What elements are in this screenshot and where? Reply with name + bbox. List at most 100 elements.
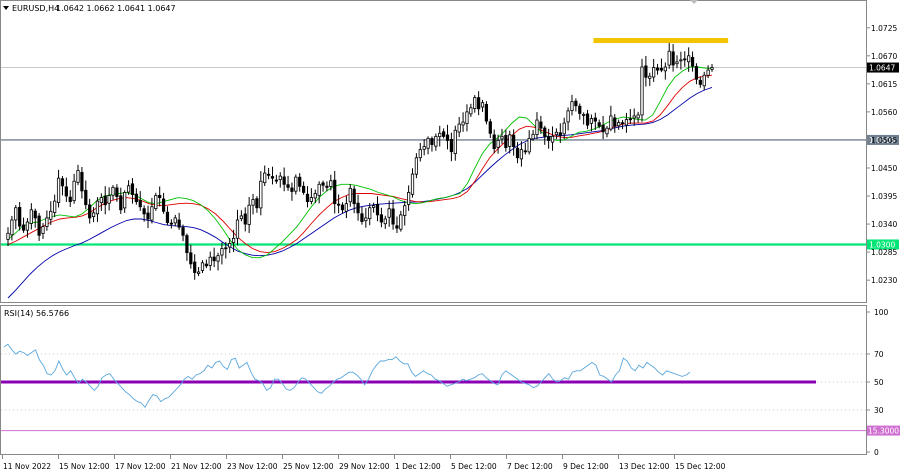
candle-bullish (554, 131, 559, 136)
candle-bullish (480, 102, 485, 108)
support-price-tag (867, 239, 899, 250)
candle-bullish (231, 237, 236, 244)
candle-bullish (465, 111, 469, 124)
candle-bullish (111, 186, 115, 196)
time-tick-label: 29 Nov 12:00 (339, 462, 390, 471)
candle-bullish (239, 215, 243, 220)
candle-bearish (597, 122, 601, 127)
time-tick-label: 23 Nov 12:00 (227, 462, 278, 471)
candle-bullish (648, 75, 652, 79)
candle-bullish (76, 170, 80, 183)
candle-bearish (547, 136, 551, 141)
candle-bearish (644, 65, 648, 78)
candle-bullish (49, 210, 53, 220)
candle-bearish (445, 134, 450, 141)
time-tick-label: 13 Dec 12:00 (619, 462, 670, 471)
candle-bearish (698, 79, 702, 85)
candle-bearish (613, 117, 617, 127)
candle-bearish (593, 117, 597, 122)
candle-bullish (438, 132, 442, 138)
candle-bearish (18, 206, 22, 227)
time-tick-label: 17 Nov 12:00 (115, 462, 166, 471)
candle-bullish (582, 114, 586, 116)
candle-bearish (601, 124, 605, 133)
candle-bearish (523, 150, 527, 153)
candle-bearish (325, 185, 329, 188)
price-tick-label: 1.0285 (871, 248, 897, 257)
rsi-tick-label: 30 (874, 406, 884, 415)
candle-bearish (336, 203, 341, 206)
candle-bearish (574, 100, 578, 107)
shift-marker-icon[interactable] (690, 0, 698, 4)
candle-bullish (99, 197, 103, 204)
candle-bullish (14, 207, 18, 221)
candle-bearish (37, 215, 41, 236)
candle-bearish (449, 139, 454, 153)
candle-bearish (33, 210, 37, 219)
candle-bullish (632, 115, 636, 119)
candle-bullish (383, 218, 387, 225)
candle-bullish (372, 205, 376, 208)
rsi-low-level-tag (867, 425, 900, 436)
price-tick-label: 1.0725 (871, 24, 897, 33)
symbol-label: EURUSD,H4 (12, 4, 59, 13)
candle-bearish (165, 211, 170, 223)
candle-bullish (422, 146, 426, 150)
candle-bullish (403, 205, 407, 216)
candle-bullish (56, 177, 61, 203)
candle-bullish (407, 192, 411, 205)
candle-bearish (512, 134, 516, 147)
candle-bearish (177, 219, 181, 228)
candle-bullish (636, 114, 640, 119)
candle-bearish (274, 179, 278, 182)
candle-bullish (562, 122, 566, 135)
candle-bullish (663, 66, 667, 72)
candle-bearish (539, 121, 543, 129)
candle-bullish (609, 115, 613, 130)
candle-bullish (91, 212, 96, 217)
candle-bearish (282, 176, 286, 185)
candle-bullish (196, 271, 201, 274)
candle-bearish (189, 252, 193, 265)
candle-bearish (620, 122, 625, 125)
candle-bearish (659, 67, 664, 71)
candle-bearish (391, 208, 395, 225)
candle-bearish (161, 198, 166, 212)
candle-bearish (492, 134, 496, 150)
candle-bullish (278, 175, 282, 180)
levels-layer: 1.0505 1.0300 1.0647 (1, 38, 899, 250)
candle-bullish (566, 110, 570, 123)
triangle-down-icon[interactable] (3, 6, 9, 10)
rsi-tick-label: 0 (874, 448, 879, 457)
candle-bullish (263, 172, 267, 184)
candle-bearish (683, 58, 687, 61)
candle-bearish (430, 138, 434, 145)
candle-bearish (484, 104, 489, 122)
candle-bearish (119, 195, 123, 211)
candle-bearish (375, 203, 380, 216)
ohlc-label: 1.0642 1.0662 1.0641 1.0647 (56, 4, 176, 13)
candle-bearish (352, 188, 356, 205)
candle-bullish (29, 209, 33, 224)
candle-bearish (138, 200, 142, 208)
candle-bullish (317, 183, 321, 196)
time-tick-label: 11 Nov 2022 (3, 462, 51, 471)
candle-bullish (605, 127, 609, 135)
candle-bullish (200, 262, 205, 271)
candle-bearish (395, 225, 399, 229)
candle-bullish (679, 59, 683, 62)
candle-bullish (95, 200, 100, 215)
candle-bullish (259, 180, 263, 209)
candle-bearish (628, 118, 632, 121)
rsi-layer: 15.3000 (1, 343, 900, 436)
candle-bearish (80, 171, 84, 192)
candle-bullish (173, 217, 177, 224)
time-tick-label: 9 Dec 12:00 (563, 462, 609, 471)
candle-bullish (410, 173, 415, 195)
candle-bearish (333, 179, 337, 205)
ma-slow-line (7, 86, 713, 299)
candle-bullish (6, 232, 10, 240)
rsi-line (3, 343, 691, 408)
